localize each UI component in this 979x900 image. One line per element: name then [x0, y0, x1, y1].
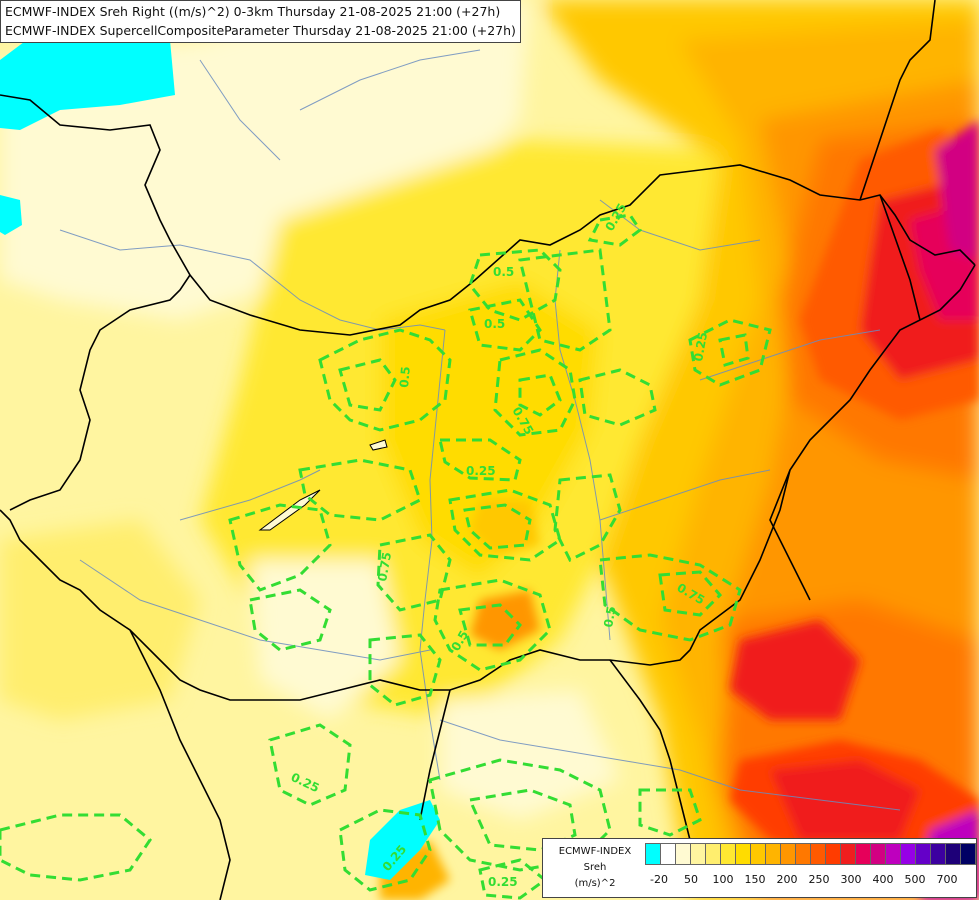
contour-label: 0.25 [466, 464, 496, 478]
legend-swatch [960, 843, 976, 865]
legend-swatch [660, 843, 676, 865]
contour-label: 0.25 [488, 875, 518, 889]
legend-ticks: -20 50 100 150 200 250 300 400 500 700 [645, 873, 975, 889]
legend-swatch [810, 843, 826, 865]
map-title-box: ECMWF-INDEX Sreh Right ((m/s)^2) 0-3km T… [0, 0, 521, 43]
legend-source: ECMWF-INDEX [558, 846, 632, 857]
legend-tick-label: 300 [840, 873, 862, 886]
contour-label: 0.5 [601, 605, 618, 628]
legend-swatch [915, 843, 931, 865]
small-lake [369, 439, 388, 451]
legend-tick-label: 500 [904, 873, 926, 886]
legend-swatch [765, 843, 781, 865]
legend-swatch [735, 843, 751, 865]
legend-swatch [855, 843, 871, 865]
legend-variable: Sreh [583, 862, 607, 873]
legend-swatch [840, 843, 856, 865]
legend-tick-label: 150 [744, 873, 766, 886]
legend-swatch [885, 843, 901, 865]
legend-swatch [870, 843, 886, 865]
legend-tick-label: -20 [650, 873, 668, 886]
scp-contours [0, 213, 772, 900]
legend-tick-label: 100 [712, 873, 734, 886]
legend-swatch [900, 843, 916, 865]
legend-swatch [750, 843, 766, 865]
contour-label: 0.5 [397, 366, 413, 388]
legend-tick-label: 50 [684, 873, 698, 886]
color-legend: ECMWF-INDEX Sreh (m/s)^2 -20 50 100 150 200 2… [542, 838, 977, 898]
legend-swatch [675, 843, 691, 865]
lake-balaton [258, 489, 321, 531]
legend-tick-label: 400 [872, 873, 894, 886]
legend-swatch [825, 843, 841, 865]
legend-swatches [645, 843, 976, 865]
legend-swatch [705, 843, 721, 865]
title-line-scp: ECMWF-INDEX SupercellCompositeParameter … [5, 23, 516, 38]
legend-swatch [690, 843, 706, 865]
rivers [59, 49, 901, 811]
contour-label: 0.5 [484, 317, 505, 331]
legend-swatch [780, 843, 796, 865]
legend-tick-label: 250 [808, 873, 830, 886]
title-line-sreh: ECMWF-INDEX Sreh Right ((m/s)^2) 0-3km T… [5, 4, 501, 19]
legend-swatch [930, 843, 946, 865]
legend-swatch [795, 843, 811, 865]
contour-label: 0.25 [691, 331, 710, 363]
legend-tick-label: 200 [776, 873, 798, 886]
legend-swatch [720, 843, 736, 865]
contour-label: 0.75 [375, 551, 394, 583]
legend-unit: (m/s)^2 [574, 878, 616, 889]
contour-label: 0.5 [493, 265, 514, 279]
legend-tick-label: 700 [936, 873, 958, 886]
legend-swatch [645, 843, 661, 865]
legend-swatch [945, 843, 961, 865]
